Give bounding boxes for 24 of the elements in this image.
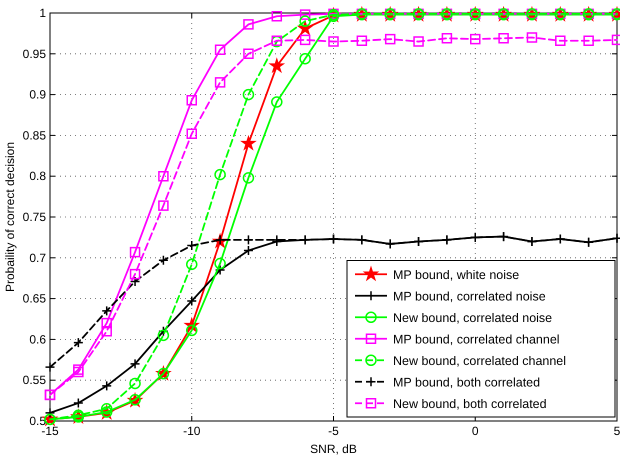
x-tick-label: -15 (41, 424, 59, 438)
y-tick-label: 0.75 (22, 210, 46, 224)
x-axis-title: SNR, dB (310, 442, 357, 456)
legend-label: New bound, correlated noise (393, 310, 552, 325)
y-tick-label: 0.7 (29, 250, 46, 265)
y-axis-title: Probaility of correct decision (3, 142, 17, 292)
legend-label: MP bound, both correlated (393, 375, 540, 390)
legend-label: MP bound, correlated noise (393, 289, 546, 304)
y-tick-label: 0.9 (29, 88, 46, 102)
y-tick-label: 0.6 (29, 332, 46, 346)
legend-label: MP bound, correlated channel (393, 332, 560, 346)
legend-label: New bound, correlated channel (393, 354, 566, 368)
y-tick-label: 0.85 (22, 128, 46, 142)
y-tick-label: 1 (39, 6, 46, 20)
y-tick-label: 0.65 (22, 292, 46, 306)
legend-label: New bound, both correlated (393, 396, 547, 411)
legend-label: MP bound, white noise (393, 268, 520, 282)
y-tick-label: 0.8 (29, 169, 46, 184)
x-tick-label: -10 (183, 424, 201, 438)
x-tick-label: -5 (328, 424, 340, 438)
y-tick-label: 0.95 (22, 46, 46, 61)
x-tick-label: 0 (472, 424, 479, 438)
x-tick-label: 5 (614, 424, 620, 438)
y-tick-label: 0.55 (22, 373, 46, 388)
